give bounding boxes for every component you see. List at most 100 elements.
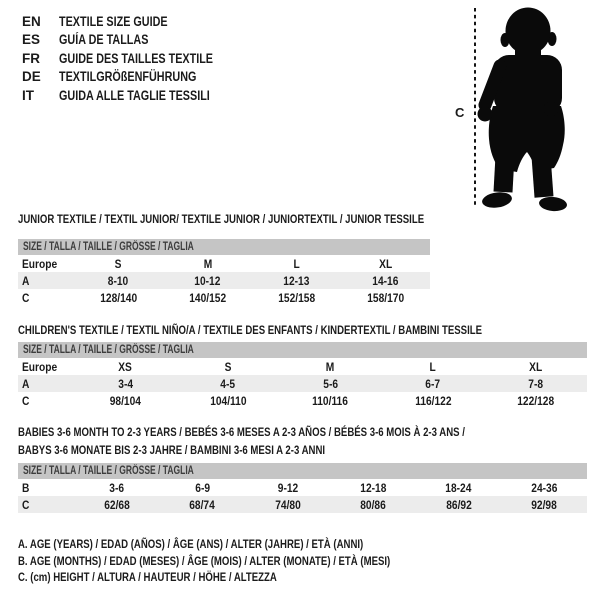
table-cell: 24-36 (531, 480, 558, 495)
note-text: B. AGE (MONTHS) / EDAD (MESES) / ÂGE (MO… (18, 553, 391, 568)
table-cell: 140/152 (189, 290, 226, 305)
row-label: A (22, 376, 30, 391)
lang-row-en: EN TEXTILE SIZE GUIDE (22, 12, 252, 31)
table-body: Europe XS S M L XL A 3-4 4-5 5-6 6-7 7-8 C 98/104 104/… (18, 358, 587, 409)
table-cell: S (115, 256, 122, 271)
height-measure-line (474, 8, 476, 208)
table-cell: 92/98 (531, 497, 558, 512)
table-cell: 3-4 (117, 376, 133, 391)
table-row: C 128/140 140/152 152/158 158/170 (18, 289, 430, 306)
lang-title: TEXTILE SIZE GUIDE (59, 13, 168, 29)
note-a: A. AGE (YEARS) / EDAD (AÑOS) / ÂGE (ANS)… (18, 536, 483, 553)
table-row: B 3-6 6-9 9-12 12-18 18-24 24-36 (18, 479, 587, 496)
table-row: A 8-10 10-12 12-13 14-16 (18, 272, 430, 289)
table-cell: 122/128 (517, 393, 555, 408)
lang-row-fr: FR GUIDE DES TAILLES TEXTILE (22, 49, 252, 68)
size-header-label: SIZE / TALLA / TAILLE / GRÖSSE / TAGLIA (23, 344, 194, 356)
table-row: A 3-4 4-5 5-6 6-7 7-8 (18, 375, 587, 392)
table-cell: 8-10 (108, 273, 129, 288)
table-cell: S (224, 359, 232, 374)
lang-code: EN (22, 13, 41, 29)
table-cell: 62/68 (103, 497, 130, 512)
children-size-table: SIZE / TALLA / TAILLE / GRÖSSE / TAGLIA … (18, 342, 587, 409)
table-body: Europe S M L XL A 8-10 10-12 12-13 14-16 C 128/140 1… (18, 255, 430, 306)
row-label: C (22, 393, 30, 408)
lang-code: ES (22, 32, 41, 48)
table-row: Europe XS S M L XL (18, 358, 587, 375)
table-cell: XS (118, 359, 133, 374)
table-cell: 74/80 (274, 497, 301, 512)
babies-table-title: BABIES 3-6 MONTH TO 2-3 YEARS / BEBÉS 3-… (18, 423, 577, 459)
table-cell: 5-6 (323, 376, 338, 391)
row-label: A (22, 273, 30, 288)
size-header-bar: SIZE / TALLA / TAILLE / GRÖSSE / TAGLIA (18, 342, 587, 358)
table-cell: 3-6 (109, 480, 125, 495)
lang-title: TEXTILGRÖßENFÜHRUNG (59, 69, 197, 85)
table-cell: 128/140 (100, 290, 137, 305)
table-cell: 158/170 (367, 290, 404, 305)
table-cell: 110/116 (312, 393, 349, 408)
table-title-text: JUNIOR TEXTILE / TEXTIL JUNIOR/ TEXTILE … (18, 212, 425, 226)
table-cell: 86/92 (445, 497, 472, 512)
lang-row-es: ES GUÍA DE TALLAS (22, 31, 252, 50)
language-title-list: EN TEXTILE SIZE GUIDE ES GUÍA DE TALLAS … (22, 12, 252, 105)
table-cell: 18-24 (445, 480, 472, 495)
note-text: C. (cm) HEIGHT / ALTURA / HAUTEUR / HÖHE… (18, 570, 277, 584)
table-cell: XL (529, 359, 543, 374)
lang-code: FR (22, 50, 40, 66)
children-table-title: CHILDREN'S TEXTILE / TEXTIL NIÑO/A / TEX… (18, 321, 598, 339)
lang-code: IT (22, 87, 34, 103)
table-cell: 152/158 (278, 290, 315, 305)
lang-code: DE (22, 69, 41, 85)
table-cell: L (429, 359, 437, 374)
lang-row-de: DE TEXTILGRÖßENFÜHRUNG (22, 68, 252, 87)
lang-title: GUIDE DES TAILLES TEXTILE (59, 50, 214, 66)
lang-title: GUIDA ALLE TAGLIE TESSILI (59, 87, 210, 103)
table-cell: 7-8 (528, 376, 544, 391)
table-cell: 68/74 (189, 497, 216, 512)
size-header-bar: SIZE / TALLA / TAILLE / GRÖSSE / TAGLIA (18, 463, 587, 479)
size-header-bar: SIZE / TALLA / TAILLE / GRÖSSE / TAGLIA (18, 239, 430, 255)
size-header-label: SIZE / TALLA / TAILLE / GRÖSSE / TAGLIA (23, 465, 194, 477)
table-row: C 62/68 68/74 74/80 80/86 86/92 92/98 (18, 496, 587, 513)
table-cell: 6-7 (425, 376, 441, 391)
table-cell: 116/122 (414, 393, 452, 408)
table-cell: 6-9 (194, 480, 210, 495)
row-label: Europe (22, 256, 58, 271)
table-cell: 10-12 (194, 273, 221, 288)
table-title-text: BABIES 3-6 MONTH TO 2-3 YEARS / BEBÉS 3-… (18, 425, 465, 439)
table-cell: L (293, 256, 300, 271)
table-cell: 4-5 (220, 376, 236, 391)
table-row: Europe S M L XL (18, 255, 430, 272)
table-cell: 9-12 (277, 480, 298, 495)
table-cell: 80/86 (360, 497, 387, 512)
row-label: C (22, 290, 30, 305)
table-title-text: CHILDREN'S TEXTILE / TEXTIL NIÑO/A / TEX… (18, 323, 483, 337)
note-b: B. AGE (MONTHS) / EDAD (MESES) / ÂGE (MO… (18, 553, 483, 570)
lang-row-it: IT GUIDA ALLE TAGLIE TESSILI (22, 86, 252, 105)
table-row: C 98/104 104/110 110/116 116/122 122/128 (18, 392, 587, 409)
babies-size-table: SIZE / TALLA / TAILLE / GRÖSSE / TAGLIA … (18, 463, 587, 513)
baby-silhouette-icon (477, 7, 567, 212)
row-label: Europe (22, 359, 58, 374)
table-cell: 12-13 (283, 273, 310, 288)
row-label: B (22, 480, 30, 495)
table-cell: 14-16 (372, 273, 399, 288)
note-c: C. (cm) HEIGHT / ALTURA / HAUTEUR / HÖHE… (18, 569, 483, 586)
lang-title: GUÍA DE TALLAS (59, 32, 149, 48)
table-cell: 98/104 (109, 393, 141, 408)
height-measure-label: C (455, 105, 465, 120)
size-header-label: SIZE / TALLA / TAILLE / GRÖSSE / TAGLIA (23, 241, 194, 253)
table-cell: M (326, 359, 335, 374)
junior-size-table: SIZE / TALLA / TAILLE / GRÖSSE / TAGLIA … (18, 239, 430, 306)
table-cell: XL (378, 256, 393, 271)
legend-notes: A. AGE (YEARS) / EDAD (AÑOS) / ÂGE (ANS)… (18, 536, 483, 586)
table-body: B 3-6 6-9 9-12 12-18 18-24 24-36 C 62/68 68/74 74/… (18, 479, 587, 513)
table-cell: M (203, 256, 212, 271)
junior-table-title: JUNIOR TEXTILE / TEXTIL JUNIOR/ TEXTILE … (18, 210, 526, 228)
table-title-text: BABYS 3-6 MONATE BIS 2-3 JAHRE / BAMBINI… (18, 443, 326, 457)
note-text: A. AGE (YEARS) / EDAD (AÑOS) / ÂGE (ANS)… (18, 537, 364, 551)
row-label: C (22, 497, 30, 512)
table-cell: 12-18 (360, 480, 387, 495)
